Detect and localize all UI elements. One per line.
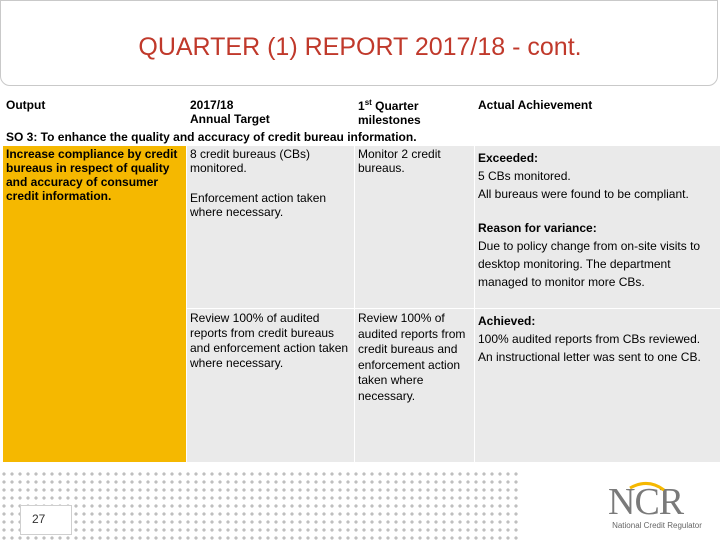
status-label: Exceeded: (478, 151, 539, 165)
page-number: 27 (32, 512, 46, 526)
so-empty (474, 128, 720, 146)
table-row: Increase compliance by credit bureaus in… (2, 145, 720, 463)
header-milestone-num: 1 (358, 99, 365, 113)
achievement-detail: 100% audited reports from CBs reviewed. (478, 332, 701, 346)
dot-pattern (0, 470, 520, 540)
milestone-cell: Review 100% of audited reports from cred… (354, 308, 475, 463)
achievement-cell: Exceeded: 5 CBs monitored. All bureaus w… (474, 145, 720, 309)
logo-swoosh (629, 482, 665, 492)
header-target-line2: Annual Target (190, 112, 270, 126)
variance-label: Reason for variance: (478, 221, 597, 235)
table-row: Review 100% of audited reports from cred… (3, 308, 720, 463)
header-target: 2017/18 Annual Target (186, 96, 355, 129)
page-number-box (20, 505, 72, 535)
header-milestone-rest: Quarter (371, 99, 419, 113)
status-label: Achieved: (478, 314, 536, 328)
target-cell: Review 100% of audited reports from cred… (186, 308, 355, 463)
page-title: QUARTER (1) REPORT 2017/18 - cont. (138, 33, 582, 61)
output-cell: Increase compliance by credit bureaus in… (2, 145, 187, 463)
logo-subtitle: National Credit Regulator (612, 521, 702, 530)
report-table: Output 2017/18 Annual Target 1st Quarter… (2, 96, 720, 463)
achievement-detail-2: An instructional letter was sent to one … (478, 350, 701, 364)
ncr-logo-text: NCR (608, 481, 685, 523)
ncr-logo: NCR (608, 481, 686, 523)
header-milestone-line2: milestones (358, 113, 421, 127)
header-milestone: 1st Quarter milestones (354, 96, 475, 129)
target-text: 8 credit bureaus (CBs) monitored. (190, 147, 311, 175)
milestone-cell: Monitor 2 credit bureaus. (354, 145, 475, 309)
title-frame (0, 0, 718, 86)
variance-text: Due to policy change from on-site visits… (478, 239, 701, 289)
header-milestone-sup: st (364, 98, 372, 107)
header-target-line1: 2017/18 (190, 98, 234, 112)
header-milestone-line1: 1st Quarter (358, 98, 471, 113)
so-row: SO 3: To enhance the quality and accurac… (2, 128, 720, 146)
header-achievement: Actual Achievement (474, 96, 720, 129)
so-objective: SO 3: To enhance the quality and accurac… (2, 128, 475, 146)
achievement-cell: Achieved: 100% audited reports from CBs … (474, 308, 720, 463)
achievement-detail: 5 CBs monitored. (478, 169, 571, 183)
target-cell: 8 credit bureaus (CBs) monitored. Enforc… (186, 145, 355, 309)
header-row: Output 2017/18 Annual Target 1st Quarter… (2, 96, 720, 129)
target-text-2: Enforcement action taken where necessary… (190, 191, 327, 219)
header-output: Output (2, 96, 187, 129)
achievement-detail-2: All bureaus were found to be compliant. (478, 187, 689, 201)
